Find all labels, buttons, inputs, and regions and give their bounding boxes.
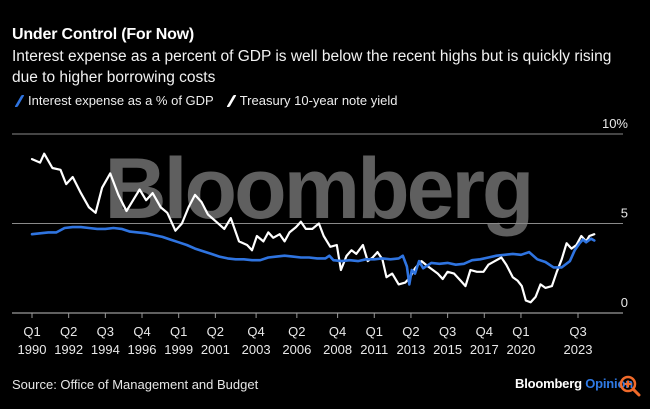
y-tick-label: 0 xyxy=(621,295,628,310)
x-tick-quarter: Q1 xyxy=(366,324,383,339)
chart-title: Under Control (For Now) xyxy=(12,26,195,43)
x-tick-year: 1994 xyxy=(91,342,120,357)
x-tick-year: 2020 xyxy=(506,342,535,357)
x-tick-quarter: Q1 xyxy=(512,324,529,339)
y-axis: 0 5 10% xyxy=(602,116,628,310)
x-tick-year: 1990 xyxy=(18,342,47,357)
source-note: Source: Office of Management and Budget xyxy=(12,377,259,392)
y-tick-label: 10% xyxy=(602,116,628,131)
series-line-treasury-yield xyxy=(30,152,596,304)
legend: Interest expense as a % of GDP Treasury … xyxy=(12,93,407,108)
legend-item-interest-expense: Interest expense as a % of GDP xyxy=(12,93,214,108)
x-tick-quarter: Q4 xyxy=(133,324,150,339)
x-tick-quarter: Q2 xyxy=(402,324,419,339)
brand-logo: Bloomberg Opinion xyxy=(515,376,633,391)
x-tick-year: 1996 xyxy=(128,342,157,357)
watermark: Bloomberg xyxy=(105,141,532,237)
brand-name: Bloomberg xyxy=(515,376,582,391)
x-tick-year: 2011 xyxy=(360,342,388,357)
chart-subtitle: Interest expense as a percent of GDP is … xyxy=(12,48,612,86)
x-tick-year: 2017 xyxy=(470,342,499,357)
series-group xyxy=(30,152,596,304)
x-tick-year: 1999 xyxy=(164,342,193,357)
legend-item-treasury-yield: Treasury 10-year note yield xyxy=(224,93,398,108)
x-axis: Q1 1990 Q2 1992 Q3 1994 Q4 1996 Q1 1999 Q2 2001 Q4 20… xyxy=(12,312,623,357)
x-tick-quarter: Q2 xyxy=(60,324,77,339)
x-tick-year: 2023 xyxy=(564,342,593,357)
x-tick-quarter: Q4 xyxy=(476,324,493,339)
x-tick-quarter: Q2 xyxy=(288,324,305,339)
zoom-in-icon[interactable] xyxy=(618,374,642,398)
x-tick-quarter: Q1 xyxy=(23,324,40,339)
series-line-interest-expense xyxy=(30,225,596,286)
legend-label-treasury-yield: Treasury 10-year note yield xyxy=(239,93,398,108)
x-tick-quarter: Q1 xyxy=(170,324,187,339)
x-tick-quarter: Q4 xyxy=(247,324,264,339)
x-tick-year: 2006 xyxy=(282,342,311,357)
y-tick-label: 5 xyxy=(621,206,628,221)
x-tick-year: 2015 xyxy=(433,342,462,357)
x-tick-quarter: Q3 xyxy=(97,324,114,339)
x-tick-year: 2008 xyxy=(323,342,352,357)
x-tick-year: 2013 xyxy=(396,342,425,357)
x-tick-year: 2003 xyxy=(242,342,271,357)
x-tick-quarter: Q3 xyxy=(569,324,586,339)
x-tick-year: 2001 xyxy=(201,342,230,357)
legend-label-interest-expense: Interest expense as a % of GDP xyxy=(28,93,214,108)
x-tick-quarter: Q3 xyxy=(439,324,456,339)
x-tick-quarter: Q4 xyxy=(329,324,346,339)
x-tick-year: 1992 xyxy=(54,342,83,357)
x-tick-quarter: Q2 xyxy=(207,324,224,339)
